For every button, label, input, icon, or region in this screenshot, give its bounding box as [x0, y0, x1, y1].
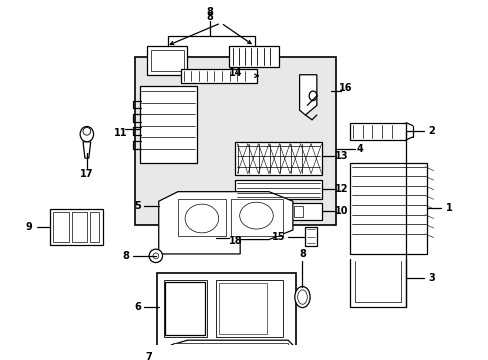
Text: 3: 3 — [427, 273, 434, 283]
Text: 2: 2 — [427, 126, 434, 136]
Ellipse shape — [198, 223, 215, 252]
Bar — [50, 209, 103, 245]
Text: 8: 8 — [205, 8, 212, 17]
Bar — [147, 46, 187, 75]
Bar — [240, 206, 249, 217]
Ellipse shape — [201, 227, 212, 248]
Text: 6: 6 — [134, 302, 141, 312]
Circle shape — [149, 249, 162, 262]
Text: 5: 5 — [134, 201, 141, 211]
Bar — [305, 227, 316, 246]
Text: 8: 8 — [205, 12, 212, 22]
Text: 10: 10 — [334, 206, 348, 216]
Bar — [135, 58, 335, 225]
Text: 11: 11 — [113, 128, 127, 138]
Bar — [90, 212, 99, 242]
Bar — [173, 343, 287, 360]
Bar — [71, 212, 87, 242]
Bar — [266, 206, 276, 217]
Text: 17: 17 — [80, 170, 93, 179]
Polygon shape — [171, 340, 297, 360]
Bar — [151, 50, 183, 71]
Bar — [163, 280, 206, 337]
Bar — [178, 199, 225, 236]
Bar — [350, 123, 405, 140]
Circle shape — [83, 127, 90, 135]
Text: 15: 15 — [271, 232, 285, 242]
Bar — [230, 199, 283, 236]
Bar — [253, 206, 263, 217]
Polygon shape — [159, 192, 292, 254]
Text: 14: 14 — [228, 68, 242, 78]
Text: 8: 8 — [299, 249, 305, 259]
Text: 13: 13 — [334, 151, 348, 161]
Bar — [228, 46, 278, 67]
Text: 7: 7 — [145, 352, 152, 360]
Text: 8: 8 — [122, 251, 129, 261]
Text: 9: 9 — [26, 222, 33, 232]
Ellipse shape — [294, 287, 309, 307]
Circle shape — [153, 253, 159, 259]
Text: 18: 18 — [228, 235, 242, 246]
Ellipse shape — [308, 91, 316, 101]
Ellipse shape — [297, 290, 306, 304]
Ellipse shape — [239, 202, 273, 229]
Text: 4: 4 — [356, 144, 363, 153]
Bar — [53, 212, 68, 242]
Polygon shape — [83, 142, 90, 158]
Polygon shape — [299, 75, 316, 115]
Bar — [181, 69, 257, 84]
Text: 1: 1 — [445, 203, 451, 213]
Bar — [293, 206, 303, 217]
Bar — [350, 163, 426, 254]
Bar — [139, 86, 197, 163]
Bar — [280, 206, 289, 217]
Bar — [219, 283, 266, 334]
Text: 16: 16 — [338, 83, 352, 93]
Text: 12: 12 — [334, 184, 348, 194]
Bar — [235, 142, 321, 175]
Ellipse shape — [184, 204, 218, 233]
Ellipse shape — [80, 126, 93, 142]
Bar — [157, 273, 295, 350]
Bar — [235, 180, 321, 199]
Bar — [235, 203, 321, 220]
Bar — [216, 280, 283, 337]
